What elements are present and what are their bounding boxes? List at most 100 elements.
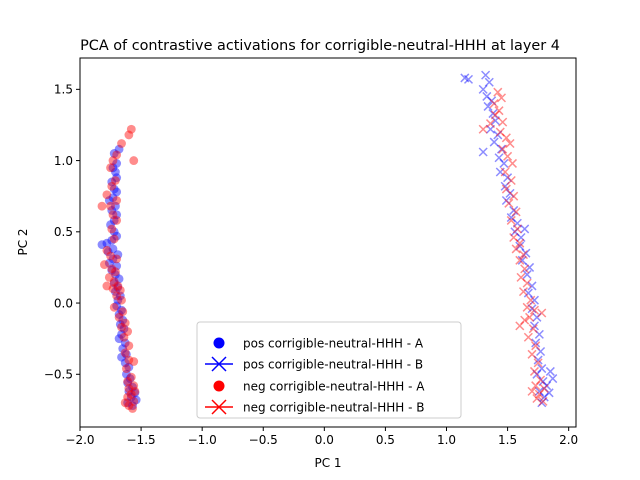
data-point-neg-corrigible-neutral-hhh-a (129, 396, 139, 406)
points-layer (97, 70, 558, 413)
data-point-neg-corrigible-neutral-hhh-b (527, 386, 537, 396)
data-point-pos-corrigible-neutral-hhh-b (509, 205, 519, 215)
data-point-neg-corrigible-neutral-hhh-a (124, 341, 134, 351)
data-point-pos-corrigible-neutral-hhh-b (478, 147, 488, 157)
data-point-pos-corrigible-neutral-hhh-a (111, 167, 120, 177)
data-point-neg-corrigible-neutral-hhh-b (494, 106, 504, 116)
x-tick-label: 1.0 (437, 433, 456, 447)
data-point-neg-corrigible-neutral-hhh-a (126, 389, 136, 399)
data-point-neg-corrigible-neutral-hhh-b (518, 287, 528, 297)
data-point-neg-corrigible-neutral-hhh-a (108, 210, 118, 220)
data-point-pos-corrigible-neutral-hhh-a (122, 369, 131, 379)
data-point-neg-corrigible-neutral-hhh-b (493, 87, 503, 97)
data-point-neg-corrigible-neutral-hhh-b (501, 184, 511, 194)
legend-marker-neg-b (211, 399, 227, 415)
data-point-neg-corrigible-neutral-hhh-a (109, 234, 119, 244)
data-point-neg-corrigible-neutral-hhh-a (112, 196, 122, 205)
data-point-neg-corrigible-neutral-hhh-b (531, 381, 541, 391)
data-point-neg-corrigible-neutral-hhh-b (538, 396, 548, 406)
data-point-neg-corrigible-neutral-hhh-b (498, 117, 508, 127)
y-axis-ticks: −0.5 0.0 0.5 1.0 1.5 (44, 83, 80, 382)
data-point-pos-corrigible-neutral-hhh-b (494, 153, 504, 163)
data-point-pos-corrigible-neutral-hhh-a (108, 163, 118, 173)
x-axis-label: PC 1 (314, 456, 341, 470)
data-point-pos-corrigible-neutral-hhh-b (478, 84, 488, 94)
data-point-neg-corrigible-neutral-hhh-b (522, 302, 532, 312)
data-point-pos-corrigible-neutral-hhh-a (115, 320, 125, 329)
data-point-neg-corrigible-neutral-hhh-a (106, 251, 115, 261)
data-point-pos-corrigible-neutral-hhh-a (107, 177, 117, 187)
data-point-pos-corrigible-neutral-hhh-a (117, 329, 126, 339)
data-point-pos-corrigible-neutral-hhh-b (510, 227, 520, 237)
data-point-neg-corrigible-neutral-hhh-a (109, 302, 119, 312)
data-point-neg-corrigible-neutral-hhh-a (112, 291, 122, 301)
legend-label-pos-b: pos corrigible-neutral-HHH - B (243, 358, 423, 372)
data-point-pos-corrigible-neutral-hhh-a (128, 401, 137, 411)
data-point-neg-corrigible-neutral-hhh-a (114, 312, 124, 322)
x-tick-label: 1.5 (498, 433, 517, 447)
data-point-neg-corrigible-neutral-hhh-a (113, 281, 123, 291)
data-point-pos-corrigible-neutral-hhh-a (112, 159, 122, 168)
chart-title: PCA of contrastive activations for corri… (80, 38, 560, 54)
data-point-neg-corrigible-neutral-hhh-b (509, 232, 519, 243)
data-point-neg-corrigible-neutral-hhh-a (124, 130, 134, 140)
data-point-neg-corrigible-neutral-hhh-b (536, 375, 546, 385)
data-point-pos-corrigible-neutral-hhh-a (118, 344, 128, 354)
data-point-neg-corrigible-neutral-hhh-b (478, 124, 488, 134)
data-point-neg-corrigible-neutral-hhh-a (126, 124, 136, 134)
data-point-pos-corrigible-neutral-hhh-a (109, 216, 119, 225)
x-tick-label: −1.5 (127, 433, 156, 447)
data-point-neg-corrigible-neutral-hhh-b (503, 151, 513, 161)
data-point-neg-corrigible-neutral-hhh-b (526, 295, 536, 305)
data-point-pos-corrigible-neutral-hhh-a (109, 227, 119, 237)
data-point-pos-corrigible-neutral-hhh-b (487, 96, 497, 106)
data-point-pos-corrigible-neutral-hhh-b (529, 295, 539, 305)
data-point-pos-corrigible-neutral-hhh-b (485, 124, 496, 134)
data-point-pos-corrigible-neutral-hhh-b (539, 392, 549, 402)
data-point-pos-corrigible-neutral-hhh-a (122, 349, 131, 359)
legend-marker-pos-b (211, 356, 227, 372)
data-point-pos-corrigible-neutral-hhh-b (460, 73, 470, 83)
data-point-neg-corrigible-neutral-hhh-a (108, 156, 118, 165)
data-point-neg-corrigible-neutral-hhh-a (129, 156, 139, 165)
data-point-neg-corrigible-neutral-hhh-a (102, 190, 112, 200)
data-point-neg-corrigible-neutral-hhh-a (117, 322, 126, 332)
data-point-pos-corrigible-neutral-hhh-b (534, 386, 544, 396)
data-point-neg-corrigible-neutral-hhh-b (515, 321, 525, 331)
data-point-pos-corrigible-neutral-hhh-b (490, 116, 500, 126)
legend-label-neg-a: neg corrigible-neutral-HHH - A (243, 380, 425, 394)
data-point-neg-corrigible-neutral-hhh-b (496, 93, 507, 103)
x-tick-label: 2.0 (559, 433, 578, 447)
data-point-pos-corrigible-neutral-hhh-a (108, 193, 118, 203)
data-point-neg-corrigible-neutral-hhh-a (100, 260, 109, 269)
data-point-pos-corrigible-neutral-hhh-b (527, 304, 537, 314)
data-point-neg-corrigible-neutral-hhh-a (122, 364, 131, 373)
data-point-neg-corrigible-neutral-hhh-a (104, 273, 114, 282)
data-point-neg-corrigible-neutral-hhh-a (124, 355, 134, 365)
data-point-pos-corrigible-neutral-hhh-b (527, 281, 537, 291)
data-point-neg-corrigible-neutral-hhh-b (489, 99, 499, 109)
data-point-neg-corrigible-neutral-hhh-b (485, 119, 496, 129)
data-point-neg-corrigible-neutral-hhh-b (505, 138, 515, 149)
data-point-neg-corrigible-neutral-hhh-a (109, 277, 119, 287)
legend-box (196, 321, 462, 419)
data-point-pos-corrigible-neutral-hhh-a (120, 358, 130, 368)
data-point-neg-corrigible-neutral-hhh-b (507, 158, 518, 168)
data-point-pos-corrigible-neutral-hhh-b (499, 158, 509, 168)
data-point-neg-corrigible-neutral-hhh-a (106, 201, 115, 211)
data-point-pos-corrigible-neutral-hhh-b (517, 255, 527, 265)
data-point-pos-corrigible-neutral-hhh-a (106, 220, 115, 230)
data-point-neg-corrigible-neutral-hhh-b (511, 244, 521, 254)
data-point-pos-corrigible-neutral-hhh-a (124, 362, 134, 372)
data-point-pos-corrigible-neutral-hhh-b (493, 130, 503, 140)
data-point-pos-corrigible-neutral-hhh-b (495, 167, 505, 177)
data-point-neg-corrigible-neutral-hhh-a (129, 357, 139, 366)
data-point-pos-corrigible-neutral-hhh-b (548, 374, 558, 384)
data-point-neg-corrigible-neutral-hhh-b (500, 167, 510, 177)
data-point-pos-corrigible-neutral-hhh-a (104, 258, 114, 268)
data-point-pos-corrigible-neutral-hhh-a (107, 206, 117, 215)
data-point-neg-corrigible-neutral-hhh-a (126, 372, 136, 382)
data-point-neg-corrigible-neutral-hhh-b (520, 315, 530, 325)
data-point-neg-corrigible-neutral-hhh-b (533, 358, 543, 368)
data-point-pos-corrigible-neutral-hhh-a (114, 334, 124, 344)
